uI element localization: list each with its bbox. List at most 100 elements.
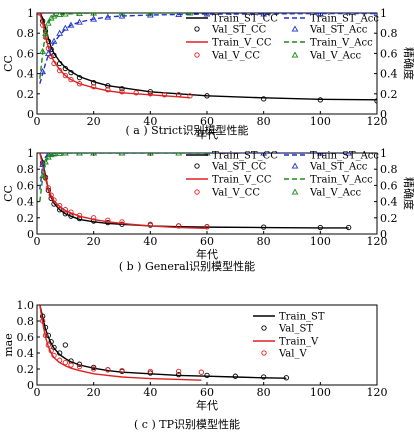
- legend-label: Train_ST: [279, 312, 325, 323]
- x-tick-label: 120: [367, 235, 388, 248]
- y-tick-label: 0.8: [17, 315, 35, 328]
- series-line: [39, 153, 207, 202]
- legend-item: Val_V: [261, 349, 307, 360]
- x-tick-label: 20: [87, 386, 101, 399]
- x-tick-label: 100: [310, 235, 331, 248]
- data-point: [260, 13, 268, 17]
- data-point: [261, 96, 267, 102]
- y-tick-label: 0.2: [17, 212, 35, 225]
- data-point: [42, 332, 49, 339]
- legend-item: Train_ST_Acc: [284, 151, 379, 162]
- legend-label: Train_V_Acc: [310, 175, 373, 186]
- y-axis-label: CC: [2, 55, 15, 72]
- data-point: [48, 192, 54, 198]
- series-train-v-acc: [39, 13, 190, 79]
- data-point: [133, 90, 139, 96]
- data-point: [91, 215, 97, 221]
- legend-label: Val_V: [278, 349, 307, 360]
- data-point: [105, 87, 111, 93]
- data-point: [48, 339, 54, 345]
- x-tick-label: 40: [143, 386, 157, 399]
- data-point: [204, 224, 210, 230]
- data-point: [68, 69, 74, 76]
- data-point: [118, 13, 126, 16]
- data-point: [119, 89, 125, 95]
- plot-area: [37, 13, 377, 104]
- series-line: [39, 13, 377, 101]
- data-point: [76, 212, 83, 219]
- x-tick-label: 60: [200, 386, 214, 399]
- series-val-st-acc: [39, 13, 377, 75]
- x-tick-label: 120: [367, 115, 388, 128]
- series-train-v-acc: [39, 153, 207, 202]
- data-point: [57, 350, 63, 356]
- x-tick-label: 0: [34, 386, 41, 399]
- legend-marker: [261, 325, 267, 331]
- data-point: [91, 364, 97, 371]
- data-point: [45, 342, 51, 348]
- data-point: [76, 363, 83, 370]
- data-point: [147, 368, 153, 375]
- x-tick-label: 20: [87, 235, 101, 248]
- legend-label: Train_V: [279, 337, 319, 348]
- legend-label: Val_ST_Acc: [309, 25, 368, 36]
- data-point: [62, 72, 68, 79]
- x-tick-label: 60: [200, 115, 214, 128]
- data-point: [146, 13, 154, 16]
- data-point: [317, 97, 323, 103]
- x-tick-label: 100: [310, 115, 331, 128]
- legend-item: Train_V: [253, 337, 319, 348]
- legend-item: Val_V_CC: [194, 188, 260, 199]
- y-right-tick-label: 1: [380, 147, 387, 160]
- series-line: [39, 153, 208, 230]
- legend-label: Train_ST_CC: [212, 151, 278, 162]
- legend-marker: [291, 25, 299, 32]
- data-point: [146, 153, 154, 156]
- data-point: [204, 93, 210, 99]
- y-right-tick-label: 0.4: [380, 196, 398, 209]
- series-train-st-cc: [39, 13, 377, 101]
- y-tick-label: 0.8: [17, 163, 35, 176]
- data-point: [76, 74, 83, 81]
- data-point: [147, 89, 153, 95]
- plot-area: [39, 153, 353, 231]
- data-point: [68, 209, 74, 215]
- y-right-tick-label: 0.2: [380, 212, 398, 225]
- x-tick-label: 100: [310, 386, 331, 399]
- x-tick-label: 40: [143, 115, 157, 128]
- legend-marker: [194, 189, 200, 195]
- data-point: [40, 318, 46, 324]
- legend-item: Val_ST_Acc: [291, 162, 368, 173]
- legend-item: Val_V_Acc: [291, 188, 362, 199]
- data-point: [51, 60, 57, 67]
- data-point: [76, 18, 83, 25]
- x-axis-label: 年代: [196, 398, 218, 412]
- data-point: [42, 29, 49, 36]
- series-line: [39, 13, 190, 79]
- data-point: [61, 153, 69, 156]
- legend-marker: [261, 350, 267, 356]
- data-point: [316, 153, 324, 156]
- data-point: [39, 68, 47, 75]
- legend-item: Val_ST_CC: [194, 25, 267, 36]
- y-right-tick-label: 0.6: [380, 47, 398, 60]
- data-point: [56, 153, 64, 156]
- legend-label: Train_ST_Acc: [310, 14, 379, 25]
- y-tick-label: 1: [27, 147, 34, 160]
- data-point: [45, 332, 51, 339]
- x-tick-label: 0: [34, 115, 41, 128]
- y-right-tick-label: 0.8: [380, 27, 398, 40]
- legend-label: Val_ST_CC: [211, 25, 267, 36]
- y-tick-label: 0: [27, 379, 34, 392]
- data-point: [90, 153, 98, 156]
- legend-label: Val_ST_Acc: [309, 162, 368, 173]
- series-train-v-cc: [39, 153, 208, 230]
- data-point: [76, 361, 83, 367]
- data-point: [37, 13, 43, 16]
- series-val-v: [40, 318, 204, 375]
- data-point: [374, 98, 377, 104]
- x-tick-label: 20: [87, 115, 101, 128]
- series-val-v-cc: [40, 161, 210, 230]
- data-point: [44, 19, 52, 26]
